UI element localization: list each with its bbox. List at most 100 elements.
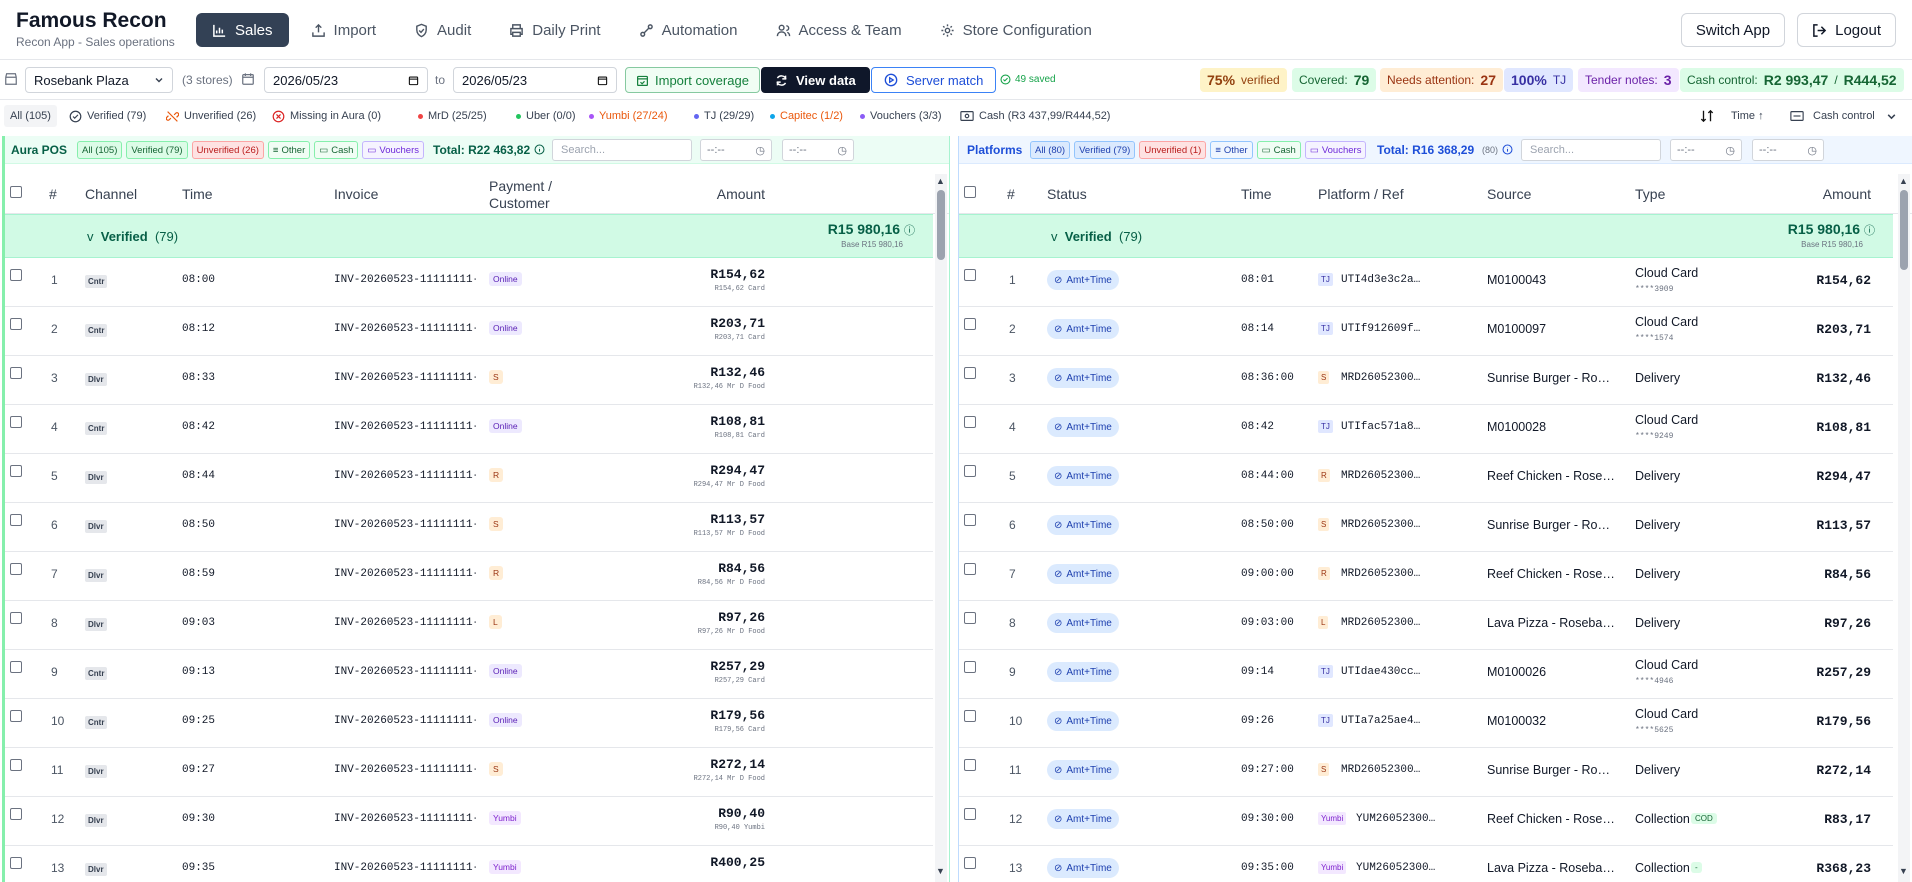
- row-invoice[interactable]: INV-20260523-11111111-0: [334, 470, 476, 482]
- row-checkbox[interactable]: [964, 416, 976, 428]
- table-row[interactable]: 1 ⊘ Amt+Time 08:01 TJ UTI4d3e3c2a… M0100043 Clo…: [959, 258, 1893, 307]
- row-checkbox[interactable]: [964, 514, 976, 526]
- row-checkbox[interactable]: [10, 661, 22, 673]
- table-row[interactable]: 13 ⊘ Amt+Time 09:35:00 Yumbi YUM26052300… Lava…: [959, 846, 1893, 882]
- chip-other[interactable]: ≡ Other: [1210, 141, 1253, 159]
- table-row[interactable]: 8 ⊘ Amt+Time 09:03:00 L MRD26052300… Lava Pizz…: [959, 601, 1893, 650]
- table-row[interactable]: 3 ⊘ Amt+Time 08:36:00 S MRD26052300… Sunrise B…: [959, 356, 1893, 405]
- row-checkbox[interactable]: [964, 269, 976, 281]
- table-row[interactable]: 13 Dlvr 09:35 INV-20260523-11111111-0 Yumbi R…: [5, 846, 933, 882]
- table-row[interactable]: 11 Dlvr 09:27 INV-20260523-11111111-0 S R272,…: [5, 748, 933, 797]
- aura-search-input[interactable]: Search...: [552, 139, 692, 161]
- table-row[interactable]: 8 Dlvr 09:03 INV-20260523-11111111-0 L R97,26…: [5, 601, 933, 650]
- row-checkbox[interactable]: [964, 710, 976, 722]
- match-status-badge[interactable]: ⊘ Amt+Time: [1047, 564, 1119, 584]
- table-row[interactable]: 6 Dlvr 08:50 INV-20260523-11111111-0 S R113,5…: [5, 503, 933, 552]
- aura-time-to[interactable]: --:-- ◷: [782, 139, 854, 161]
- table-row[interactable]: 6 ⊘ Amt+Time 08:50:00 S MRD26052300… Sunrise B…: [959, 503, 1893, 552]
- channel-vouchers[interactable]: Vouchers (3/3): [860, 105, 942, 127]
- row-checkbox[interactable]: [964, 808, 976, 820]
- chip-verified[interactable]: Verified (79): [126, 141, 188, 159]
- row-checkbox[interactable]: [964, 661, 976, 673]
- nav-sales[interactable]: Sales: [196, 13, 289, 47]
- match-status-badge[interactable]: ⊘ Amt+Time: [1047, 760, 1119, 780]
- chip-unverified[interactable]: Unverified (26): [191, 141, 264, 159]
- chip-all[interactable]: All (80): [1030, 141, 1071, 159]
- platform-ref[interactable]: MRD26052300…: [1341, 470, 1421, 482]
- table-row[interactable]: 3 Dlvr 08:33 INV-20260523-11111111-0 S R132,4…: [5, 356, 933, 405]
- store-select[interactable]: Rosebank Plaza: [25, 67, 173, 93]
- date-to-input[interactable]: 2026/05/23: [453, 67, 617, 93]
- scroll-down-icon[interactable]: ▼: [936, 866, 945, 876]
- chip-all[interactable]: All (105): [77, 141, 123, 159]
- row-invoice[interactable]: INV-20260523-11111111-0: [334, 568, 476, 580]
- row-invoice[interactable]: INV-20260523-11111111-0: [334, 519, 476, 531]
- row-invoice[interactable]: INV-20260523-11111111-0: [334, 372, 476, 384]
- chip-other[interactable]: ≡ Other: [267, 141, 311, 159]
- cash-control-chip[interactable]: Cash control: R2 993,47 / R444,52: [1680, 68, 1904, 92]
- match-status-badge[interactable]: ⊘ Amt+Time: [1047, 368, 1119, 388]
- chip-cash[interactable]: ▭ Cash: [1256, 141, 1301, 159]
- table-row[interactable]: 12 Dlvr 09:30 INV-20260523-11111111-0 Yumbi R…: [5, 797, 933, 846]
- row-invoice[interactable]: INV-20260523-11111111-0: [334, 323, 476, 335]
- platform-ref[interactable]: MRD26052300…: [1341, 519, 1421, 531]
- info-icon[interactable]: [534, 144, 545, 155]
- row-checkbox[interactable]: [10, 612, 22, 624]
- switch-app-button[interactable]: Switch App: [1680, 13, 1786, 47]
- aura-time-from[interactable]: --:-- ◷: [700, 139, 772, 161]
- nav-access-team[interactable]: Access & Team: [760, 13, 918, 47]
- table-row[interactable]: 1 Cntr 08:00 INV-20260523-11111111-0 Online R…: [5, 258, 933, 307]
- filter-verified[interactable]: Verified (79): [69, 105, 146, 127]
- row-checkbox[interactable]: [10, 318, 22, 330]
- table-row[interactable]: 9 Cntr 09:13 INV-20260523-11111111-0 Online R…: [5, 650, 933, 699]
- platform-search-input[interactable]: Search...: [1521, 139, 1661, 161]
- row-checkbox[interactable]: [964, 857, 976, 869]
- chip-cash[interactable]: ▭ Cash: [314, 141, 359, 159]
- table-row[interactable]: 5 Dlvr 08:44 INV-20260523-11111111-0 R R294,4…: [5, 454, 933, 503]
- select-all-checkbox[interactable]: [10, 186, 22, 198]
- row-invoice[interactable]: INV-20260523-11111111-0: [334, 666, 476, 678]
- server-match-button[interactable]: Server match: [871, 67, 997, 93]
- table-row[interactable]: 4 Cntr 08:42 INV-20260523-11111111-0 Online R…: [5, 405, 933, 454]
- nav-audit[interactable]: Audit: [398, 13, 487, 47]
- platform-time-from[interactable]: --:-- ◷: [1670, 139, 1742, 161]
- match-status-badge[interactable]: ⊘ Amt+Time: [1047, 809, 1119, 829]
- col-time[interactable]: Time: [182, 186, 213, 202]
- logout-button[interactable]: Logout: [1797, 13, 1896, 47]
- row-checkbox[interactable]: [10, 759, 22, 771]
- row-checkbox[interactable]: [10, 857, 22, 869]
- table-row[interactable]: 9 ⊘ Amt+Time 09:14 TJ UTIdae430cc… M0100026 Clo…: [959, 650, 1893, 699]
- channel-uber[interactable]: Uber (0/0): [516, 105, 576, 127]
- scroll-thumb[interactable]: [1900, 190, 1908, 270]
- chip-verified[interactable]: Verified (79): [1074, 141, 1136, 159]
- table-row[interactable]: 4 ⊘ Amt+Time 08:42 TJ UTIfac571a8… M0100028 Clo…: [959, 405, 1893, 454]
- filter-all[interactable]: All (105): [4, 105, 57, 127]
- col-type[interactable]: Type: [1635, 186, 1666, 202]
- platform-ref[interactable]: UTIfac571a8…: [1341, 421, 1421, 433]
- nav-automation[interactable]: Automation: [623, 13, 754, 47]
- col-channel[interactable]: Channel: [85, 186, 138, 202]
- row-checkbox[interactable]: [10, 465, 22, 477]
- channel-cash[interactable]: Cash (R3 437,99/R444,52): [960, 105, 1110, 127]
- row-checkbox[interactable]: [10, 514, 22, 526]
- row-checkbox[interactable]: [964, 612, 976, 624]
- view-data-button[interactable]: View data: [761, 67, 870, 93]
- row-checkbox[interactable]: [10, 367, 22, 379]
- match-status-badge[interactable]: ⊘ Amt+Time: [1047, 417, 1119, 437]
- table-row[interactable]: 2 Cntr 08:12 INV-20260523-11111111-0 Online R…: [5, 307, 933, 356]
- scroll-thumb[interactable]: [937, 190, 945, 260]
- nav-import[interactable]: Import: [295, 13, 393, 47]
- platform-ref[interactable]: UTIdae430cc…: [1341, 666, 1421, 678]
- match-status-badge[interactable]: ⊘ Amt+Time: [1047, 662, 1119, 682]
- platform-verified-group[interactable]: v Verified (79) R15 980,16 ⓘ Base R15 98…: [959, 214, 1893, 258]
- row-invoice[interactable]: INV-20260523-11111111-0: [334, 862, 476, 874]
- platform-ref[interactable]: MRD26052300…: [1341, 617, 1421, 629]
- row-invoice[interactable]: INV-20260523-11111111-0: [334, 274, 476, 286]
- aura-scrollbar[interactable]: ▲ ▼: [935, 174, 947, 882]
- col-time[interactable]: Time: [1241, 186, 1272, 202]
- table-row[interactable]: 10 ⊘ Amt+Time 09:26 TJ UTIa7a25ae4… M0100032 Cl…: [959, 699, 1893, 748]
- chip-vouchers[interactable]: ▭ Vouchers: [1304, 141, 1367, 159]
- platform-ref[interactable]: MRD26052300…: [1341, 764, 1421, 776]
- row-invoice[interactable]: INV-20260523-11111111-0: [334, 813, 476, 825]
- store-icon[interactable]: [4, 72, 18, 86]
